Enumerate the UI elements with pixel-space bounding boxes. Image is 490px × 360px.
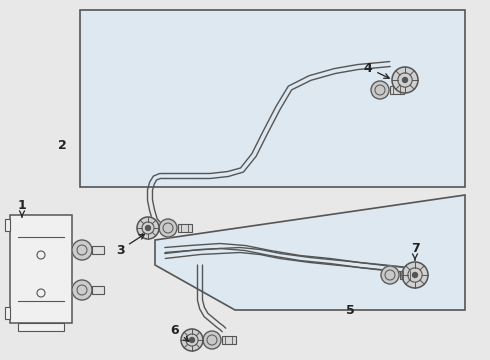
Circle shape bbox=[402, 77, 408, 82]
Circle shape bbox=[381, 266, 399, 284]
Text: 3: 3 bbox=[116, 234, 145, 257]
Circle shape bbox=[203, 331, 221, 349]
Text: 7: 7 bbox=[411, 242, 419, 260]
Circle shape bbox=[413, 273, 417, 278]
Bar bbox=[10, 215, 72, 323]
Circle shape bbox=[146, 225, 150, 230]
Circle shape bbox=[402, 262, 428, 288]
Polygon shape bbox=[155, 195, 465, 310]
Circle shape bbox=[137, 217, 159, 239]
Bar bbox=[18, 323, 64, 331]
Bar bbox=[222, 336, 236, 344]
Bar bbox=[390, 86, 404, 94]
Bar bbox=[80, 10, 465, 187]
Bar bbox=[400, 271, 414, 279]
Circle shape bbox=[159, 219, 177, 237]
Bar bbox=[5, 219, 10, 231]
Text: 4: 4 bbox=[364, 62, 389, 78]
Text: 5: 5 bbox=[345, 303, 354, 316]
Text: 6: 6 bbox=[171, 324, 189, 341]
Circle shape bbox=[72, 280, 92, 300]
Circle shape bbox=[371, 81, 389, 99]
Circle shape bbox=[181, 329, 203, 351]
Bar bbox=[92, 286, 104, 294]
Bar bbox=[5, 307, 10, 319]
Bar bbox=[92, 246, 104, 254]
Bar bbox=[178, 224, 192, 232]
Circle shape bbox=[392, 67, 418, 93]
Text: 1: 1 bbox=[18, 198, 26, 217]
Text: 2: 2 bbox=[58, 139, 66, 152]
Circle shape bbox=[72, 240, 92, 260]
Circle shape bbox=[190, 338, 195, 342]
